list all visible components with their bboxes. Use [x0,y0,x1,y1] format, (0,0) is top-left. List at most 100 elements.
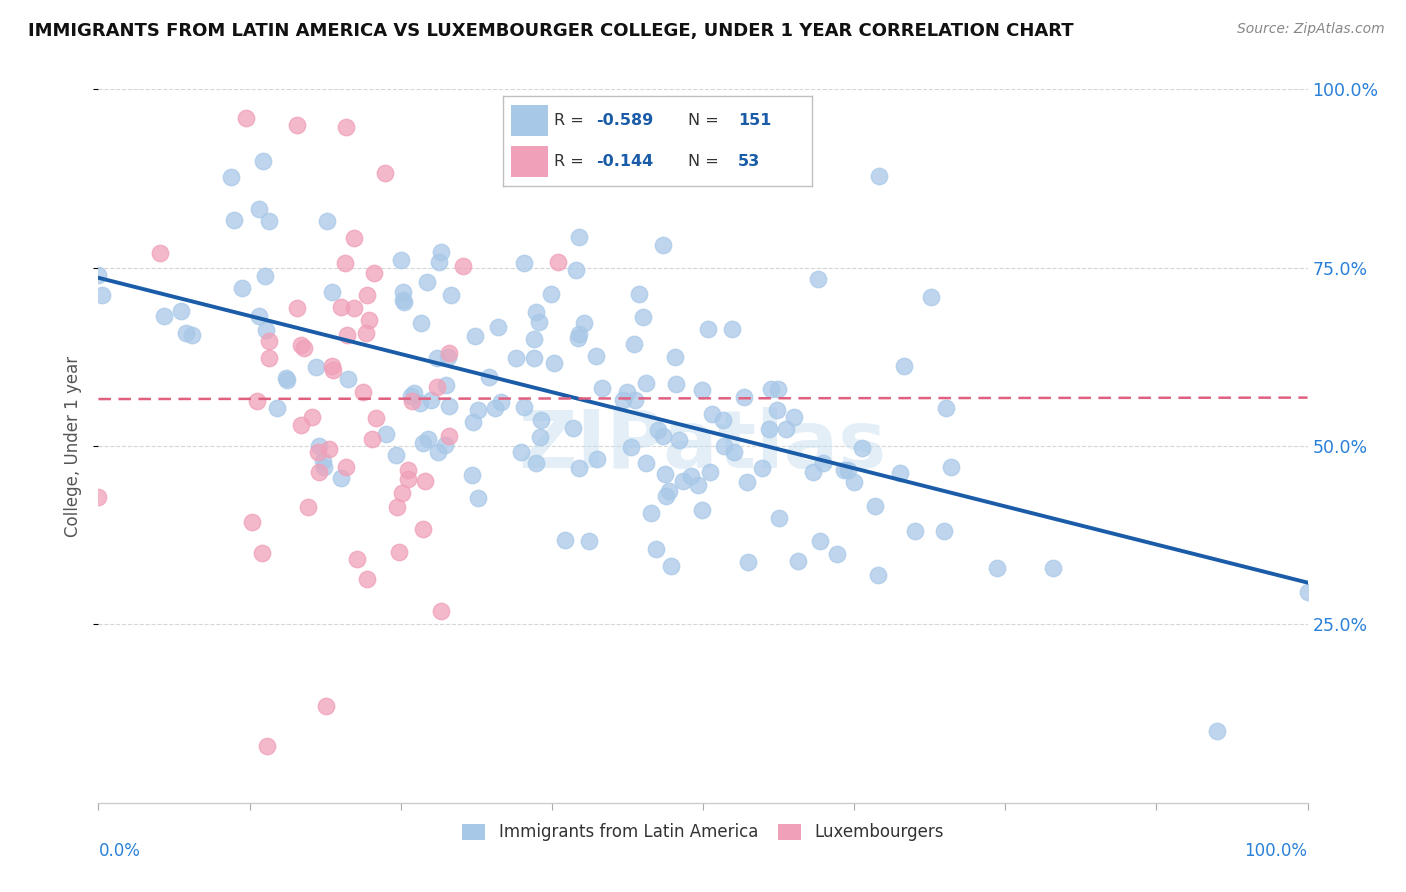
Point [314,459,336,474]
Point [437,399,460,413]
Point [547,254,569,268]
Point [343,301,366,316]
Point [91,287,114,301]
Point [733,390,755,404]
Point [634,376,657,391]
Point [437,346,460,360]
Point [297,500,319,515]
Point [321,285,343,300]
Point [651,237,673,252]
Point [364,411,387,425]
Point [290,417,312,432]
Point [335,460,357,475]
Point [415,275,437,289]
Point [254,323,277,337]
Point [586,451,609,466]
Point [529,430,551,444]
Point [418,433,440,447]
Point [389,253,412,268]
Point [1206,724,1229,739]
Point [690,503,713,517]
Point [825,547,848,561]
Point [149,246,172,260]
Point [87,268,110,282]
Point [409,395,432,409]
Point [634,456,657,470]
Point [315,698,337,713]
Point [612,392,634,407]
Point [562,421,585,435]
Point [568,327,591,342]
Point [467,403,489,417]
Point [219,169,242,184]
Point [628,287,651,301]
Point [524,456,547,470]
Point [787,554,810,568]
Point [246,394,269,409]
Point [645,542,668,557]
Point [439,428,461,442]
Point [783,409,806,424]
Point [837,463,859,477]
Point [290,338,312,352]
Point [530,413,553,427]
Point [568,230,591,244]
Point [640,506,662,520]
Point [254,268,277,283]
Point [567,331,589,345]
Point [620,441,643,455]
Point [426,351,449,366]
Point [690,383,713,397]
Point [711,413,734,427]
Point [842,475,865,489]
Point [461,468,484,483]
Point [651,429,673,443]
Point [759,383,782,397]
Legend: Immigrants from Latin America, Luxembourgers: Immigrants from Latin America, Luxembour… [456,817,950,848]
Point [412,436,434,450]
Point [387,500,409,514]
Point [250,546,273,560]
Point [256,739,278,753]
Point [396,472,419,486]
Point [564,262,586,277]
Point [509,445,531,459]
Point [489,395,512,409]
Point [384,448,406,462]
Point [404,386,426,401]
Point [647,423,669,437]
Point [568,461,591,475]
Point [392,293,415,307]
Point [413,475,436,489]
Point [523,351,546,366]
Point [540,287,562,301]
Point [513,255,536,269]
Point [616,385,638,400]
Point [153,309,176,323]
Point [356,572,378,586]
Point [686,478,709,492]
Point [665,376,688,391]
Point [768,511,790,525]
Point [572,316,595,330]
Point [813,456,835,470]
Point [721,321,744,335]
Point [361,432,384,446]
Text: Source: ZipAtlas.com: Source: ZipAtlas.com [1237,22,1385,37]
Point [257,351,280,365]
Point [585,349,607,363]
Point [654,467,676,481]
Point [939,460,962,475]
Point [765,403,787,417]
Point [806,272,828,286]
Point [87,490,110,504]
Point [478,369,501,384]
Point [357,313,380,327]
Point [374,166,396,180]
Point [920,290,942,304]
Point [388,544,411,558]
Point [374,426,396,441]
Point [486,320,509,334]
Point [889,466,911,480]
Point [411,316,433,330]
